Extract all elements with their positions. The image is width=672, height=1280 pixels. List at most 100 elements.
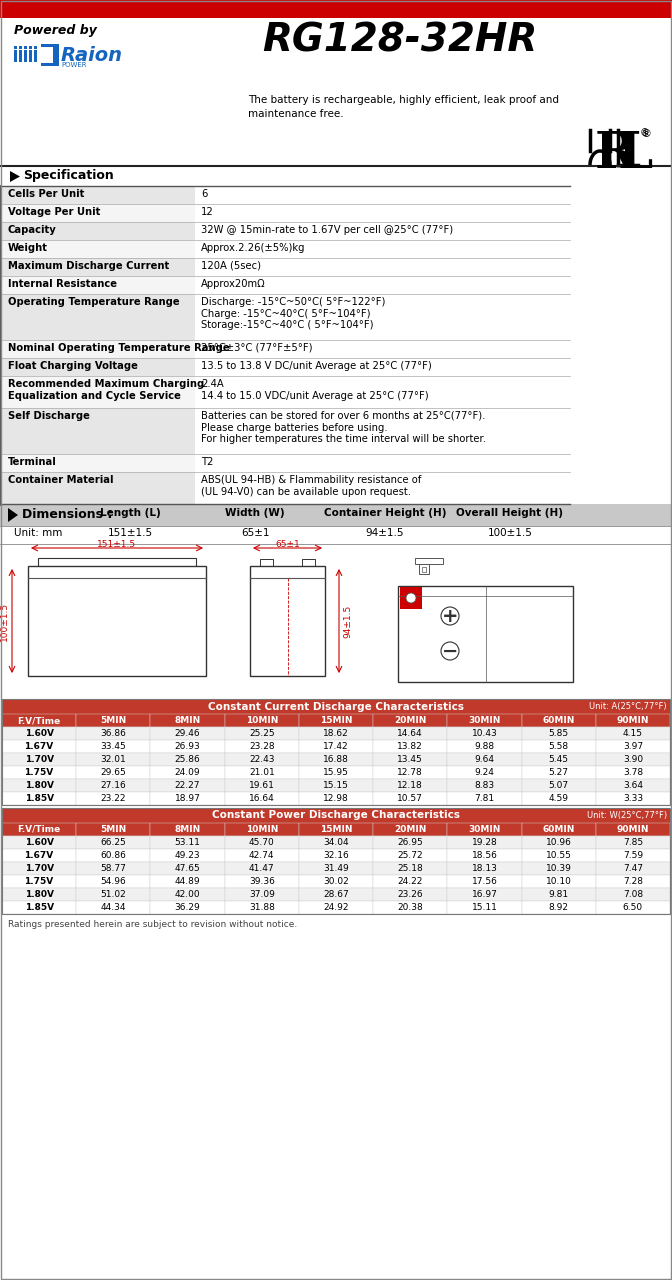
Bar [448, 780, 521, 792]
Text: 100±1.5: 100±1.5 [0, 602, 9, 640]
Bar [151, 765, 224, 780]
Circle shape [406, 593, 416, 603]
Text: POWER: POWER [61, 61, 87, 68]
Polygon shape [10, 172, 20, 182]
Text: 120A (5sec): 120A (5sec) [201, 261, 261, 271]
Bar [373, 714, 448, 727]
Text: 10.39: 10.39 [546, 864, 572, 873]
Bar [195, 241, 568, 259]
Text: 5.85: 5.85 [548, 730, 569, 739]
Text: 5.07: 5.07 [548, 781, 569, 790]
Bar [596, 849, 670, 861]
Text: 1.80V: 1.80V [25, 890, 54, 899]
Text: 16.88: 16.88 [323, 755, 349, 764]
Bar [400, 588, 422, 609]
Text: Overall Height (H): Overall Height (H) [456, 508, 564, 518]
Text: 5.45: 5.45 [548, 755, 569, 764]
Bar [195, 294, 568, 340]
Bar [2, 727, 76, 740]
Bar [299, 836, 373, 849]
Bar [415, 558, 443, 564]
Text: 19.28: 19.28 [472, 838, 497, 847]
Text: 5.58: 5.58 [548, 742, 569, 751]
Text: ®: ® [640, 129, 651, 140]
Text: 39.36: 39.36 [249, 877, 275, 886]
Text: 30MIN: 30MIN [468, 826, 501, 835]
Text: 12: 12 [201, 207, 214, 218]
Text: 3.97: 3.97 [623, 742, 643, 751]
Bar [195, 340, 568, 358]
Text: 13.5 to 13.8 V DC/unit Average at 25°C (77°F): 13.5 to 13.8 V DC/unit Average at 25°C (… [201, 361, 431, 371]
Bar [76, 714, 151, 727]
Bar [299, 888, 373, 901]
Text: 12.18: 12.18 [397, 781, 423, 790]
Text: F.V/Time: F.V/Time [17, 826, 60, 835]
Text: Length (L): Length (L) [99, 508, 161, 518]
Text: Container Material: Container Material [8, 475, 114, 485]
Bar [195, 259, 568, 276]
Text: Unit: W(25°C,77°F): Unit: W(25°C,77°F) [587, 812, 667, 820]
Text: Container Height (H): Container Height (H) [324, 508, 446, 518]
Bar [2, 808, 670, 914]
Text: 31.49: 31.49 [323, 864, 349, 873]
Bar [419, 564, 429, 573]
Text: Width (W): Width (W) [225, 508, 285, 518]
Text: 7.47: 7.47 [623, 864, 643, 873]
Text: 13.82: 13.82 [397, 742, 423, 751]
Bar [2, 876, 76, 888]
Bar [521, 823, 596, 836]
Bar [373, 888, 448, 901]
Text: 54.96: 54.96 [100, 877, 126, 886]
Bar [224, 780, 299, 792]
Text: 27.16: 27.16 [100, 781, 126, 790]
Text: 1.75V: 1.75V [24, 877, 54, 886]
Bar [76, 888, 151, 901]
Bar [224, 740, 299, 753]
Bar [448, 823, 521, 836]
Bar [250, 566, 325, 676]
Text: 44.34: 44.34 [101, 902, 126, 911]
Bar [224, 765, 299, 780]
Bar [76, 901, 151, 914]
Text: 25.25: 25.25 [249, 730, 275, 739]
Text: 19.61: 19.61 [249, 781, 275, 790]
Text: The battery is rechargeable, highly efficient, leak proof and
maintenance free.: The battery is rechargeable, highly effi… [248, 95, 559, 119]
Text: 25.86: 25.86 [175, 755, 200, 764]
Text: 10MIN: 10MIN [245, 826, 278, 835]
Text: RG128-32HR: RG128-32HR [262, 22, 538, 60]
Bar [521, 714, 596, 727]
Bar [299, 727, 373, 740]
Text: Maximum Discharge Current: Maximum Discharge Current [8, 261, 169, 271]
Text: 49.23: 49.23 [175, 851, 200, 860]
Bar [596, 765, 670, 780]
Text: 10MIN: 10MIN [245, 716, 278, 724]
Bar [2, 699, 670, 805]
Text: 1.70V: 1.70V [25, 755, 54, 764]
Bar [41, 44, 59, 67]
Text: 10.10: 10.10 [546, 877, 572, 886]
Bar [596, 792, 670, 805]
Bar [521, 740, 596, 753]
Bar [151, 901, 224, 914]
Bar [0, 504, 672, 526]
Text: Internal Resistance: Internal Resistance [8, 279, 117, 289]
Text: 1.85V: 1.85V [25, 794, 54, 803]
Text: 1.80V: 1.80V [25, 781, 54, 790]
Text: 24.22: 24.22 [398, 877, 423, 886]
Text: Weight: Weight [8, 243, 48, 253]
Text: 25°C±3°C (77°F±5°F): 25°C±3°C (77°F±5°F) [201, 343, 312, 353]
Text: 9.64: 9.64 [474, 755, 495, 764]
Text: Approx.2.26(±5%)kg: Approx.2.26(±5%)kg [201, 243, 306, 253]
Bar [373, 792, 448, 805]
Text: 3.64: 3.64 [623, 781, 643, 790]
Text: 32W @ 15min-rate to 1.67V per cell @25°C (77°F): 32W @ 15min-rate to 1.67V per cell @25°C… [201, 225, 453, 236]
Text: 20MIN: 20MIN [394, 716, 427, 724]
Bar [0, 241, 195, 259]
Text: 90MIN: 90MIN [617, 716, 649, 724]
Text: 36.29: 36.29 [175, 902, 200, 911]
Bar [299, 765, 373, 780]
Text: 32.01: 32.01 [100, 755, 126, 764]
Bar [195, 204, 568, 221]
Text: 10.43: 10.43 [472, 730, 497, 739]
Bar [2, 753, 76, 765]
